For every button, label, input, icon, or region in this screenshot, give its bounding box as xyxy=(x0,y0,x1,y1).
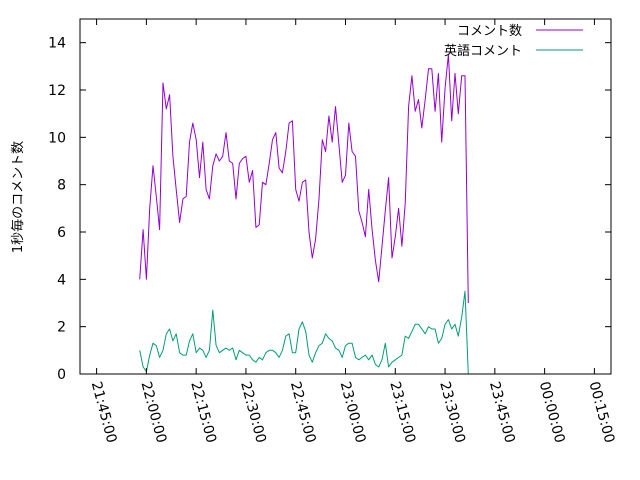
y-tick-label: 2 xyxy=(57,320,66,336)
y-tick-label: 12 xyxy=(48,83,66,99)
x-tick-label: 00:00:00 xyxy=(536,380,568,445)
x-tick-label: 21:45:00 xyxy=(88,380,120,445)
y-tick-label: 8 xyxy=(57,178,66,194)
plot-area xyxy=(139,54,469,375)
x-tick-label: 22:15:00 xyxy=(187,380,219,445)
x-tick-label: 23:45:00 xyxy=(486,380,518,445)
series-line-1 xyxy=(139,290,469,375)
series-line-0 xyxy=(139,54,469,304)
x-tick-label: 22:45:00 xyxy=(287,380,319,445)
x-tick-label: 22:00:00 xyxy=(138,380,170,445)
x-tick-label: 00:15:00 xyxy=(586,380,618,445)
plot-frame xyxy=(79,18,612,375)
legend-label-0: コメント数 xyxy=(457,24,522,39)
x-tick-label: 23:30:00 xyxy=(436,380,468,445)
x-tick-label: 23:00:00 xyxy=(337,380,369,445)
y-tick-label: 6 xyxy=(57,225,66,241)
y-axis-label: 1秒毎のコメント数 xyxy=(10,141,26,253)
legend-label-1: 英語コメント xyxy=(444,43,522,59)
y-tick-label: 10 xyxy=(48,130,66,146)
y-tick-label: 14 xyxy=(48,36,66,52)
x-tick-label: 23:15:00 xyxy=(386,380,418,445)
x-tick-label: 22:30:00 xyxy=(237,380,269,445)
y-tick-label: 0 xyxy=(57,367,66,383)
y-tick-label: 4 xyxy=(57,272,66,288)
